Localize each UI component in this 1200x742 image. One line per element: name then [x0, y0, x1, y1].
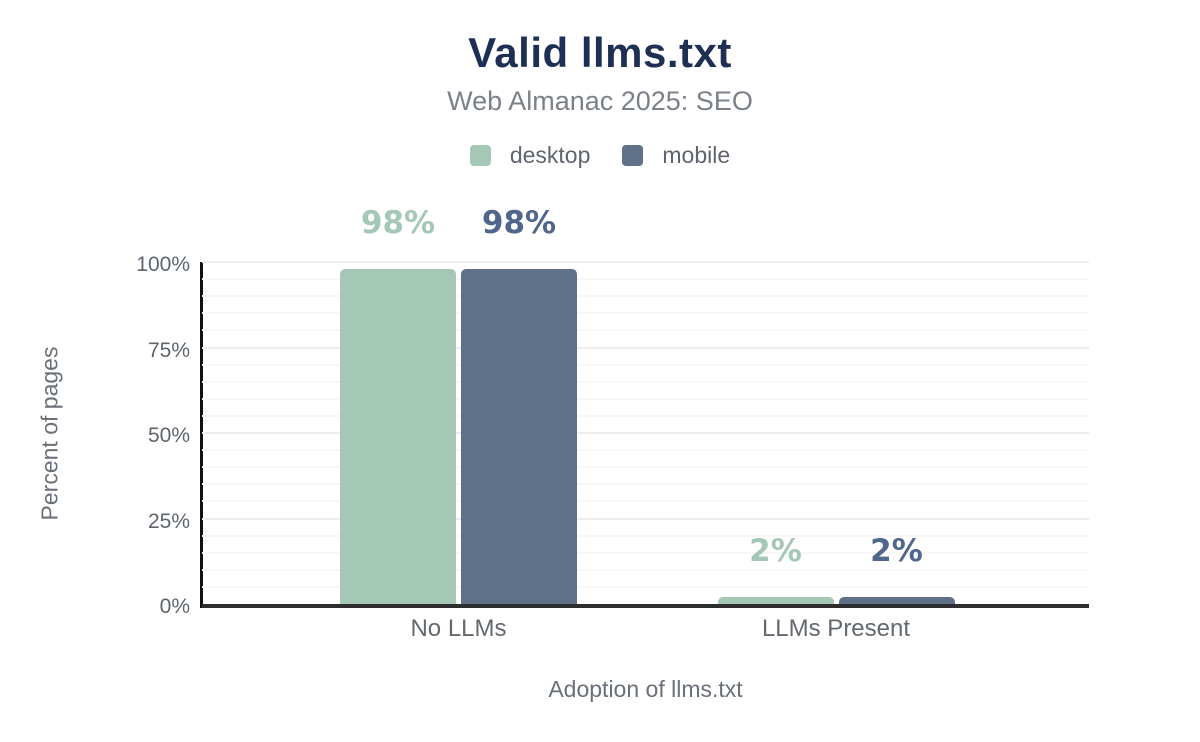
gridline-10 — [202, 568, 1089, 571]
chart-title: Valid llms.txt — [468, 29, 732, 76]
gridline-50 — [202, 432, 1089, 434]
y-tick-label-50: 50% — [147, 424, 190, 447]
gridline-30 — [202, 500, 1089, 503]
y-tick-label-0: 0% — [159, 595, 190, 618]
gridline-100 — [202, 261, 1089, 263]
data-label-mobile-0: 98% — [481, 204, 557, 241]
bar-mobile-1 — [838, 597, 955, 604]
bar-desktop-1 — [717, 597, 834, 604]
y-tick-label-100: 100% — [136, 253, 190, 276]
bar-desktop-0 — [340, 268, 456, 604]
gridline-25 — [202, 517, 1089, 520]
legend-swatch-desktop-icon — [469, 144, 491, 166]
y-tick-label-75: 75% — [147, 338, 190, 362]
x-axis-line — [202, 604, 1089, 608]
x-category-label-1: LLMs Present — [761, 615, 911, 642]
gridline-75 — [202, 346, 1089, 349]
data-label-desktop-1: 2% — [749, 533, 802, 570]
chart-subtitle: Web Almanac 2025: SEO — [447, 86, 753, 116]
y-axis-line — [200, 262, 203, 608]
gridline-5 — [202, 585, 1089, 588]
x-category-label-0: No LLMs — [410, 615, 507, 642]
legend: desktop mobile — [0, 141, 1200, 169]
gridline-40 — [202, 466, 1089, 469]
gridline-55 — [202, 414, 1089, 417]
legend-label-mobile: mobile — [662, 141, 731, 168]
plot-area: 98% 98% No LLMs 2% 2% LLMs Present — [202, 207, 1089, 642]
gridline-60 — [202, 397, 1089, 400]
gridline-45 — [202, 449, 1089, 452]
gridline-35 — [202, 483, 1089, 486]
gridline-20 — [202, 534, 1089, 537]
gridline-95 — [202, 278, 1089, 281]
gridline-80 — [202, 329, 1089, 332]
data-label-desktop-0: 98% — [360, 204, 436, 241]
gridline-15 — [202, 551, 1089, 554]
legend-item-mobile: mobile — [622, 142, 730, 169]
gridline-70 — [202, 363, 1089, 366]
x-axis-title: Adoption of llms.txt — [548, 676, 743, 702]
y-tick-label-25: 25% — [147, 509, 190, 533]
gridline-90 — [202, 295, 1089, 298]
gridline-85 — [202, 312, 1089, 315]
gridline-65 — [202, 380, 1089, 383]
legend-label-desktop: desktop — [509, 141, 591, 168]
legend-swatch-mobile-icon — [622, 144, 644, 166]
bar-mobile-0 — [461, 268, 577, 604]
data-label-mobile-1: 2% — [870, 533, 923, 570]
legend-item-desktop: desktop — [469, 141, 591, 169]
